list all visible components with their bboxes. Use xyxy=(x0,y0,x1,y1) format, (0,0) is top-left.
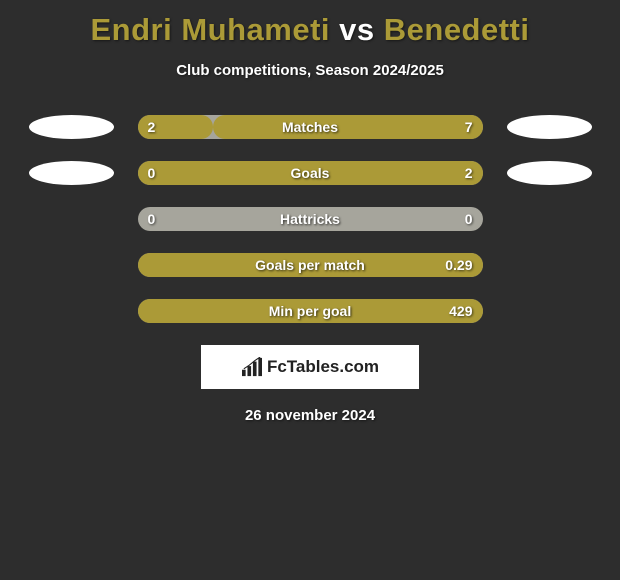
stat-value-left: 2 xyxy=(148,119,156,135)
stat-value-right: 2 xyxy=(465,165,473,181)
stat-value-right: 7 xyxy=(465,119,473,135)
stat-bar: 0 0 Hattricks xyxy=(138,207,483,231)
stat-bar: 0.29 Goals per match xyxy=(138,253,483,277)
team-badge-right xyxy=(507,161,592,185)
team-badge-left xyxy=(29,161,114,185)
player2-name: Benedetti xyxy=(384,12,530,47)
stat-row: 2 7 Matches xyxy=(0,115,620,139)
stat-row: 429 Min per goal xyxy=(0,299,620,323)
stat-bar: 0 2 Goals xyxy=(138,161,483,185)
vs-text: vs xyxy=(339,12,374,47)
page-title: Endri Muhameti vs Benedetti xyxy=(0,0,620,48)
bars-icon xyxy=(241,357,263,377)
stat-bar: 429 Min per goal xyxy=(138,299,483,323)
stat-value-right: 0 xyxy=(465,211,473,227)
stat-label: Goals xyxy=(291,165,330,181)
stat-label: Goals per match xyxy=(255,257,365,273)
bar-fill-right xyxy=(213,115,482,139)
stat-label: Matches xyxy=(282,119,338,135)
stat-rows: 2 7 Matches 0 2 Goals 0 0 Hattricks 0.29 Goals per… xyxy=(0,115,620,323)
stat-value-right: 0.29 xyxy=(445,257,472,273)
stat-value-left: 0 xyxy=(148,211,156,227)
stat-row: 0 0 Hattricks xyxy=(0,207,620,231)
team-badge-left xyxy=(29,115,114,139)
subtitle: Club competitions, Season 2024/2025 xyxy=(0,62,620,79)
stat-label: Min per goal xyxy=(269,303,351,319)
stat-row: 0 2 Goals xyxy=(0,161,620,185)
player1-name: Endri Muhameti xyxy=(91,12,331,47)
team-badge-right xyxy=(507,115,592,139)
date: 26 november 2024 xyxy=(0,407,620,424)
comparison-infographic: Endri Muhameti vs Benedetti Club competi… xyxy=(0,0,620,580)
stat-value-left: 0 xyxy=(148,165,156,181)
logo-box: FcTables.com xyxy=(201,345,419,389)
stat-value-right: 429 xyxy=(449,303,472,319)
stat-label: Hattricks xyxy=(280,211,340,227)
logo-text: FcTables.com xyxy=(267,357,379,377)
stat-bar: 2 7 Matches xyxy=(138,115,483,139)
stat-row: 0.29 Goals per match xyxy=(0,253,620,277)
logo: FcTables.com xyxy=(241,357,379,377)
